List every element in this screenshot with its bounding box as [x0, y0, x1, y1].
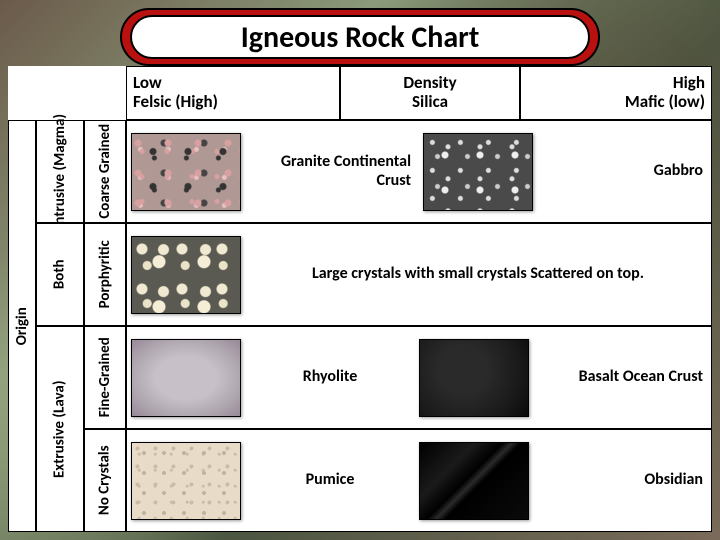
axis-origin: Origin	[8, 120, 36, 532]
rock-rhyolite	[131, 339, 241, 417]
grain-porphyritic-label: Porphyritic	[97, 240, 114, 308]
type-intrusive: Intrusive (Magma)	[36, 120, 84, 223]
rock-granite	[131, 133, 241, 211]
grain-porphyritic: Porphyritic	[84, 223, 126, 326]
header-right-line2: Mafic (low)	[625, 93, 705, 112]
type-both: Both	[36, 223, 84, 326]
type-extrusive: Extrusive (Lava)	[36, 326, 84, 532]
label-rhyolite: Rhyolite	[245, 368, 415, 386]
row-fine: Rhyolite Basalt Ocean Crust	[126, 326, 712, 429]
axis-origin-label: Origin	[14, 307, 31, 345]
title-outer-pill: Igneous Rock Chart	[120, 8, 600, 66]
grain-coarse: Coarse Grained	[84, 120, 126, 223]
label-granite: Granite Continental Crust	[245, 153, 419, 190]
rock-porphyry	[131, 236, 241, 314]
header-left-line2: Felsic (High)	[133, 93, 218, 112]
grain-none: No Crystals	[84, 429, 126, 532]
grain-fine: Fine-Grained	[84, 326, 126, 429]
label-porphyry: Large crystals with small crystals Scatt…	[245, 265, 711, 283]
row-nocrystals: Pumice Obsidian	[126, 429, 712, 532]
type-intrusive-label: Intrusive (Magma)	[52, 114, 69, 229]
type-both-label: Both	[52, 260, 69, 290]
label-basalt: Basalt Ocean Crust	[533, 368, 711, 386]
grain-none-label: No Crystals	[97, 446, 114, 516]
page-title: Igneous Rock Chart	[241, 19, 479, 56]
label-gabbro: Gabbro	[537, 162, 711, 180]
type-extrusive-label: Extrusive (Lava)	[52, 380, 69, 478]
label-pumice: Pumice	[245, 471, 415, 489]
title-container: Igneous Rock Chart	[120, 8, 600, 66]
header-left: Low Felsic (High)	[126, 66, 340, 120]
label-obsidian: Obsidian	[533, 471, 711, 489]
rock-obsidian	[419, 442, 529, 520]
grain-fine-label: Fine-Grained	[97, 337, 114, 417]
grain-coarse-label: Coarse Grained	[97, 124, 114, 219]
rock-basalt	[419, 339, 529, 417]
row-coarse: Granite Continental Crust Gabbro	[126, 120, 712, 223]
rock-gabbro	[423, 133, 533, 211]
header-right: High Mafic (low)	[520, 66, 712, 120]
row-porphyritic: Large crystals with small crystals Scatt…	[126, 223, 712, 326]
title-inner-pill: Igneous Rock Chart	[130, 15, 590, 59]
header-mid-line2: Silica	[403, 93, 456, 112]
rock-pumice	[131, 442, 241, 520]
header-mid: Density Silica	[340, 66, 520, 120]
chart-area: Low Felsic (High) Density Silica High Ma…	[8, 66, 712, 532]
